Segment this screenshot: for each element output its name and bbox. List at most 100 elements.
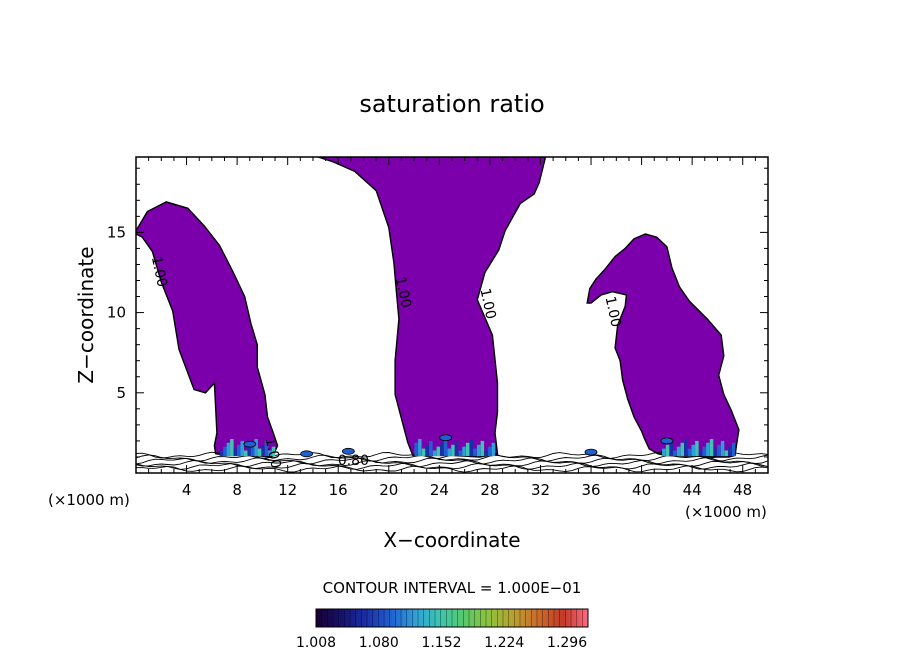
x-tick-label: 48 bbox=[733, 481, 752, 499]
surface-cell bbox=[728, 446, 732, 457]
colorbar-label: 1.296 bbox=[547, 635, 587, 651]
surface-cell bbox=[709, 439, 714, 457]
x-unit-left: (×1000 m) bbox=[48, 491, 130, 509]
surface-cell bbox=[244, 450, 248, 457]
surface-cell bbox=[429, 440, 433, 457]
surface-cell bbox=[687, 448, 692, 457]
surface-cell bbox=[484, 450, 488, 457]
surface-cell bbox=[447, 448, 451, 457]
surface-cell bbox=[226, 442, 231, 457]
surface-cell bbox=[341, 447, 355, 455]
surface-cell bbox=[476, 444, 481, 457]
surface-cell bbox=[243, 440, 257, 448]
contour-labels: 1.00 1.00 1.00 1.00 1.00 0.80 bbox=[148, 255, 624, 470]
x-tick-label: 32 bbox=[531, 481, 550, 499]
surface-cell bbox=[724, 450, 728, 457]
x-tick-label: 8 bbox=[232, 481, 242, 499]
region-plume-right bbox=[586, 233, 740, 458]
surface-cell bbox=[487, 446, 492, 457]
surface-cell bbox=[720, 440, 725, 457]
surface-cell bbox=[702, 446, 706, 457]
x-ticks: 4 8 12 16 20 24 28 32 36 40 44 48 bbox=[135, 157, 769, 499]
contour-interval-text: CONTOUR INTERVAL = 1.000E−01 bbox=[323, 579, 582, 597]
surface-cell bbox=[257, 448, 262, 457]
surface-cell bbox=[665, 444, 670, 457]
x-tick-label: 36 bbox=[581, 481, 600, 499]
colorbar-labels: 1.008 1.080 1.152 1.224 1.296 bbox=[296, 635, 587, 651]
surface-cell bbox=[250, 442, 255, 457]
surface-cell bbox=[233, 448, 237, 457]
surface-cell bbox=[421, 448, 426, 457]
colorbar-label: 1.152 bbox=[421, 635, 461, 651]
x-tick-label: 12 bbox=[278, 481, 297, 499]
surface-cell bbox=[491, 442, 496, 457]
y-tick-label: 5 bbox=[116, 384, 126, 402]
surface-cell bbox=[465, 442, 470, 457]
surface-cell bbox=[436, 446, 440, 457]
y-tick-label: 15 bbox=[107, 223, 126, 241]
surface-cell bbox=[473, 448, 477, 457]
x-tick-label: 40 bbox=[632, 481, 651, 499]
surface-cell bbox=[230, 439, 234, 457]
surface-cell bbox=[713, 448, 717, 457]
x-tick-label: 4 bbox=[182, 481, 192, 499]
contour-label: 1.00 bbox=[262, 436, 284, 470]
surface-cell bbox=[680, 442, 684, 457]
y-axis-label: Z−coordinate bbox=[74, 246, 98, 383]
colorbar-label: 1.080 bbox=[359, 635, 399, 651]
region-plume-left bbox=[136, 201, 279, 458]
surface-cell bbox=[662, 448, 666, 457]
surface-cell bbox=[691, 444, 695, 457]
surface-cell bbox=[418, 439, 422, 457]
surface-contour-line bbox=[136, 459, 768, 468]
surface-cell bbox=[425, 444, 429, 457]
surface-cell bbox=[584, 448, 598, 456]
x-unit-right: (×1000 m) bbox=[685, 503, 767, 521]
surface-cell bbox=[480, 440, 485, 457]
surface-cell bbox=[458, 450, 462, 457]
surface-cell bbox=[698, 450, 703, 457]
surface-cell bbox=[731, 442, 736, 457]
contour-label: 1.00 bbox=[476, 287, 498, 321]
surface-cell bbox=[271, 446, 276, 457]
y-tick-label: 10 bbox=[107, 304, 126, 322]
x-axis-label: X−coordinate bbox=[383, 528, 520, 552]
surface-cell bbox=[462, 446, 466, 457]
plot-area: 1.001.00 1.00 1.001.00 0.80 4 8 12 16 20 24 28 32 3… bbox=[107, 156, 769, 499]
surface-cell bbox=[300, 450, 314, 458]
colorbar-ticks bbox=[321, 609, 583, 627]
surface-cell bbox=[414, 442, 418, 457]
x-tick-label: 20 bbox=[379, 481, 398, 499]
surface-cell bbox=[440, 442, 444, 457]
surface-cell bbox=[676, 446, 681, 457]
surface-contour-line bbox=[136, 454, 768, 462]
surface-cell bbox=[451, 444, 455, 457]
x-tick-label: 24 bbox=[430, 481, 449, 499]
surface-cells bbox=[219, 434, 736, 458]
x-tick-label: 44 bbox=[683, 481, 702, 499]
contour-label: 1.00 bbox=[148, 255, 170, 289]
colorbar-label: 1.008 bbox=[296, 635, 336, 651]
surface-cell bbox=[223, 446, 227, 457]
surface-cell bbox=[443, 439, 448, 457]
surface-cell bbox=[695, 440, 699, 457]
surface-cell bbox=[454, 440, 459, 457]
surface-cell bbox=[684, 439, 688, 457]
surface-cell bbox=[240, 440, 244, 457]
surface-cell bbox=[237, 444, 241, 457]
surface-cell bbox=[254, 439, 258, 457]
surface-cell bbox=[261, 444, 265, 457]
surface-cell bbox=[268, 450, 272, 457]
surface-cell bbox=[706, 442, 710, 457]
x-tick-label: 28 bbox=[480, 481, 499, 499]
contour-label: 0.80 bbox=[338, 453, 369, 469]
surface-cell bbox=[264, 440, 269, 457]
surface-contour-line bbox=[136, 462, 768, 470]
surface-cell bbox=[717, 444, 721, 457]
contour-label: 1.00 bbox=[602, 295, 624, 329]
supersaturated-regions bbox=[136, 157, 740, 458]
surface-cell bbox=[660, 437, 674, 445]
contour-label: 1.00 bbox=[392, 276, 414, 310]
y-ticks: 5 10 15 bbox=[107, 167, 768, 458]
